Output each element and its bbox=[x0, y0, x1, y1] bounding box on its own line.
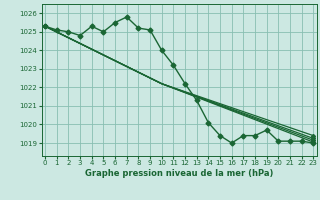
X-axis label: Graphe pression niveau de la mer (hPa): Graphe pression niveau de la mer (hPa) bbox=[85, 169, 273, 178]
